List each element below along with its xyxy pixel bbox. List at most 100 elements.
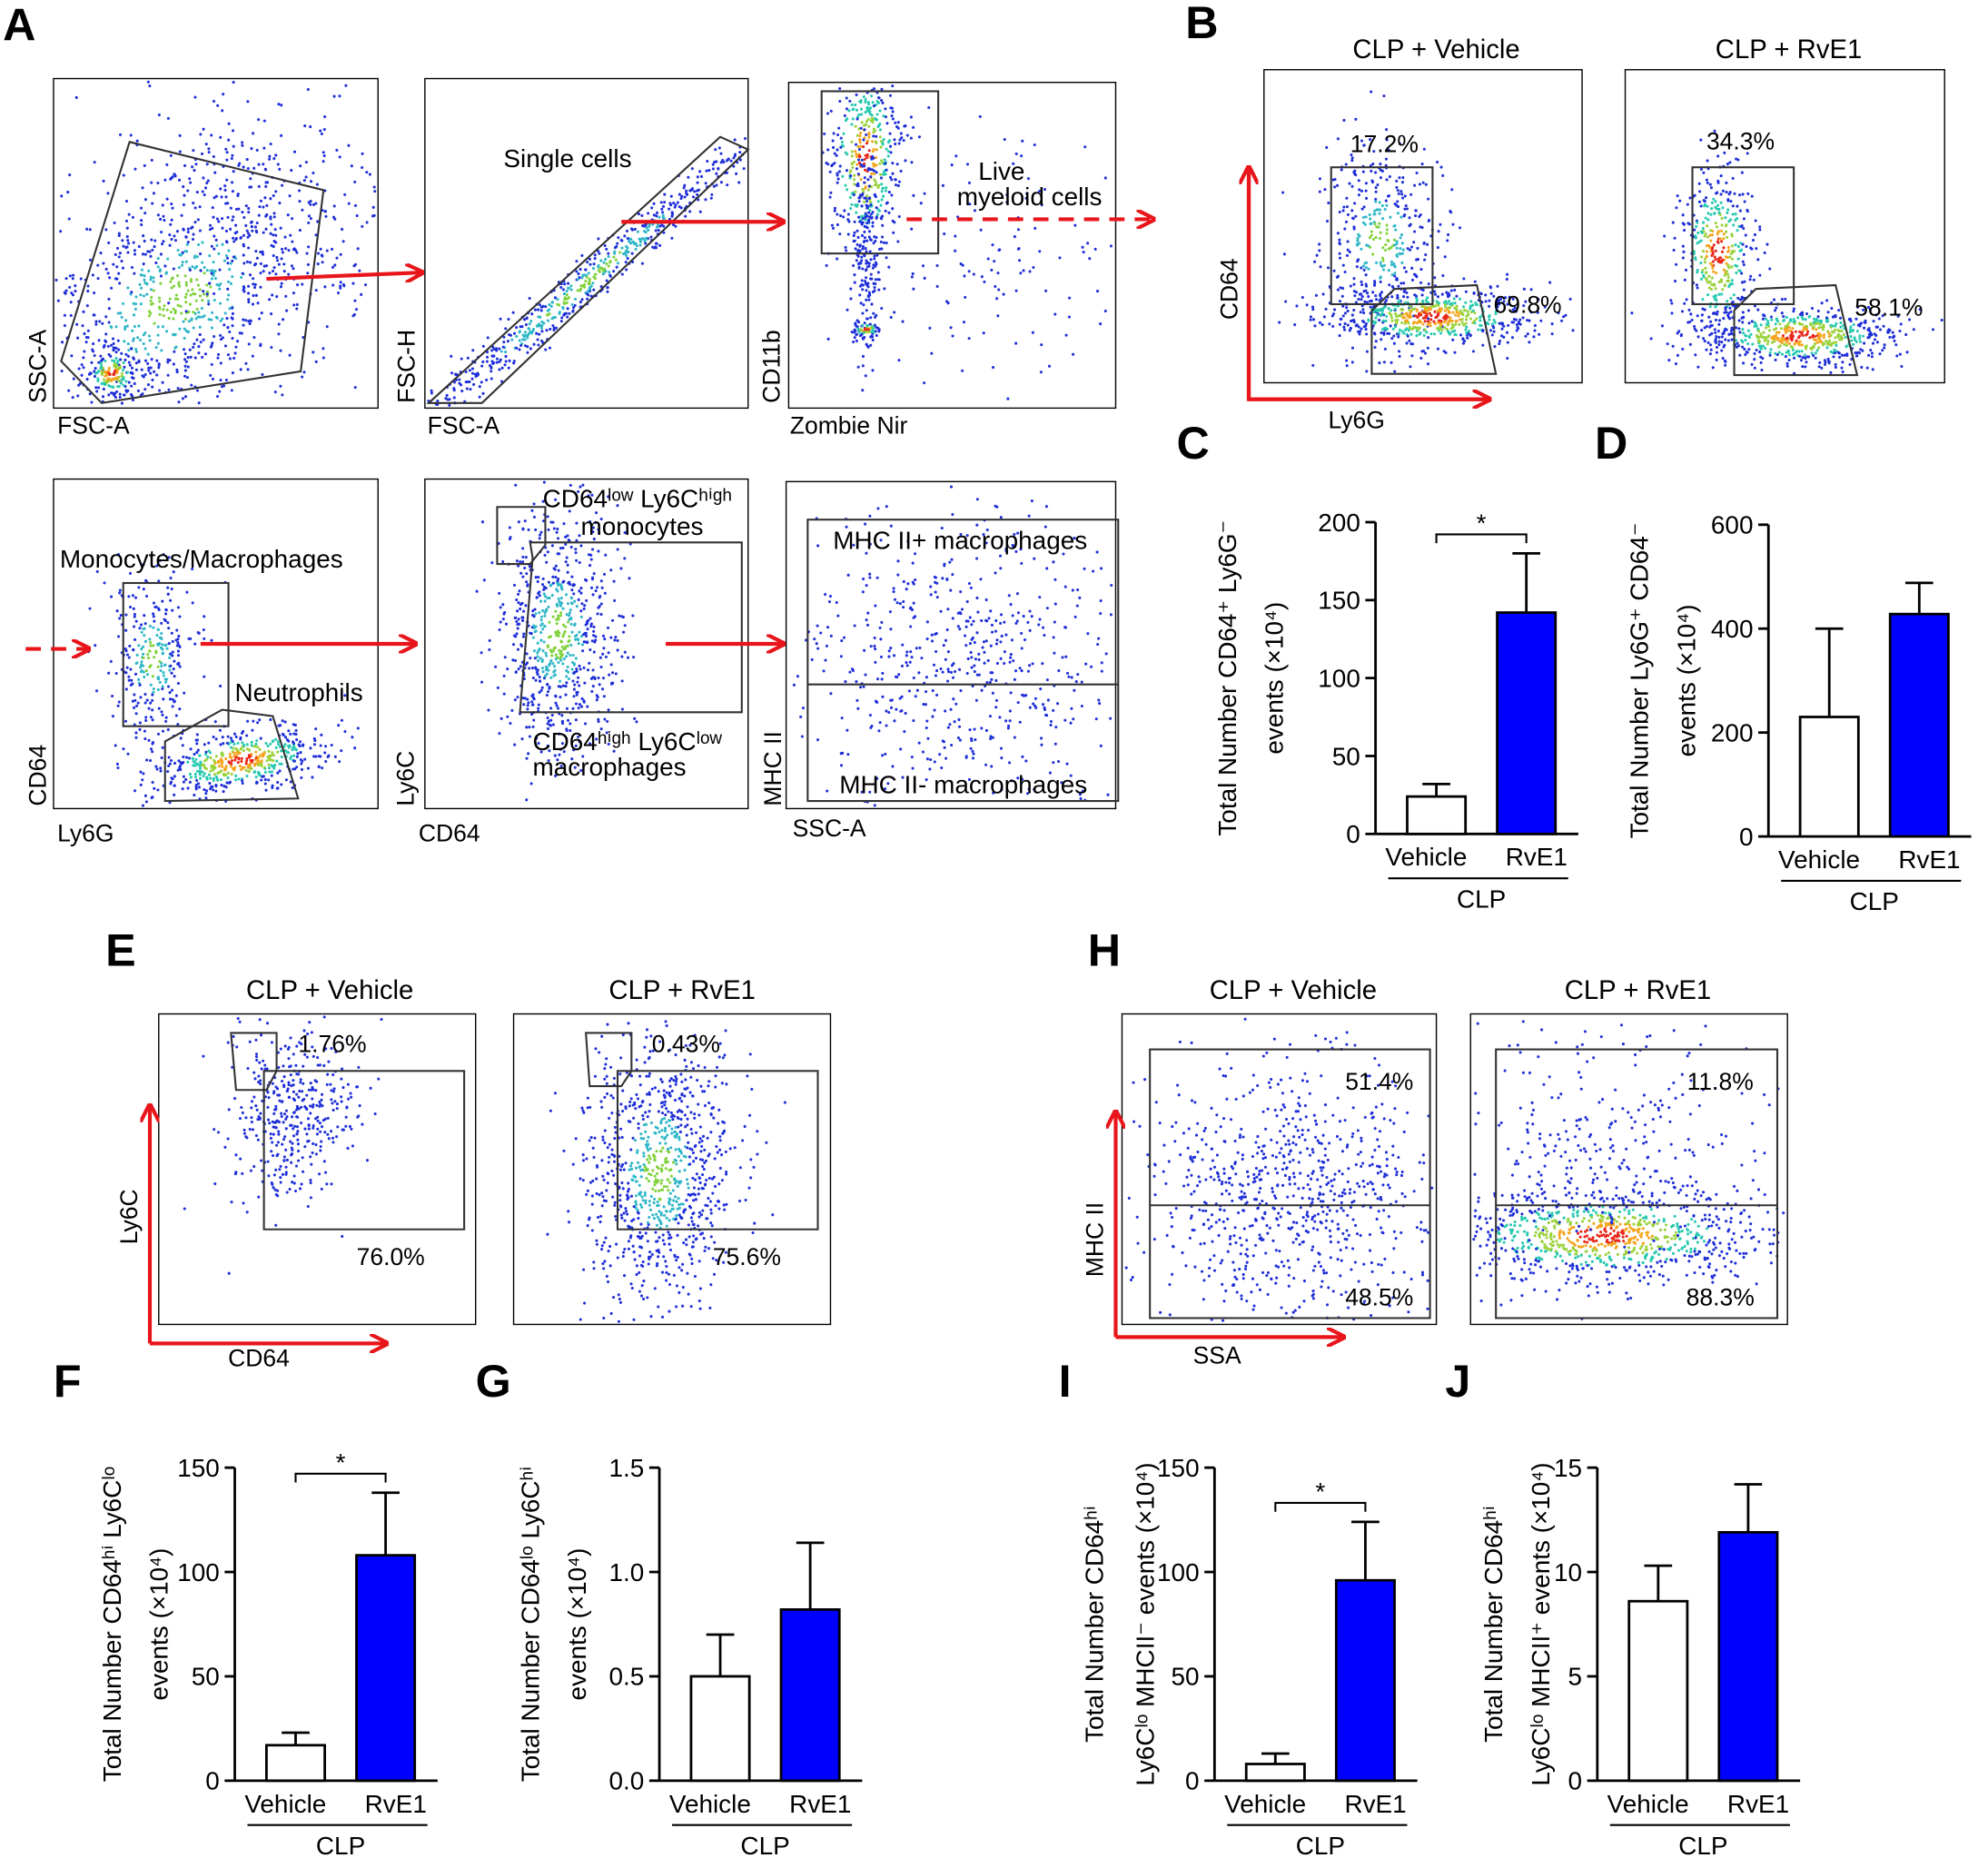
event xyxy=(1373,282,1377,285)
event xyxy=(892,589,895,594)
event xyxy=(121,239,124,242)
event xyxy=(86,284,90,288)
event xyxy=(252,335,256,340)
event xyxy=(575,690,579,694)
event xyxy=(638,243,642,247)
event xyxy=(175,628,179,632)
event xyxy=(1318,249,1321,252)
event xyxy=(865,276,868,280)
event xyxy=(605,247,608,251)
event xyxy=(183,395,188,399)
event xyxy=(172,307,175,311)
event xyxy=(262,163,265,166)
event xyxy=(596,696,599,699)
event xyxy=(123,340,126,343)
event xyxy=(863,164,866,168)
event xyxy=(269,217,272,221)
event xyxy=(156,788,160,792)
event xyxy=(490,365,493,369)
event xyxy=(84,341,88,344)
event xyxy=(860,158,864,162)
event xyxy=(982,640,986,644)
event xyxy=(176,297,180,301)
event xyxy=(307,245,311,249)
event xyxy=(881,101,885,104)
event xyxy=(199,776,203,780)
event xyxy=(246,719,250,723)
event xyxy=(854,321,857,325)
event xyxy=(984,728,988,732)
event xyxy=(203,787,206,792)
event xyxy=(264,227,268,231)
event xyxy=(519,571,523,575)
event xyxy=(524,323,528,327)
event xyxy=(546,645,549,649)
event xyxy=(673,205,677,209)
event xyxy=(849,297,853,301)
event xyxy=(219,187,223,191)
event xyxy=(886,154,890,158)
event xyxy=(1026,620,1030,624)
event xyxy=(872,331,875,334)
event xyxy=(1008,719,1012,723)
event xyxy=(1305,303,1309,307)
event xyxy=(482,578,486,582)
event xyxy=(122,301,125,305)
event xyxy=(574,548,578,551)
event xyxy=(108,276,112,280)
event xyxy=(984,598,988,602)
event xyxy=(272,193,275,198)
event xyxy=(191,567,194,571)
event xyxy=(68,173,72,177)
event xyxy=(70,354,74,358)
event xyxy=(934,590,937,594)
event xyxy=(693,190,697,193)
event xyxy=(630,252,634,255)
event xyxy=(143,634,146,637)
event xyxy=(1012,659,1015,663)
event xyxy=(1061,656,1064,659)
event xyxy=(237,207,241,211)
event xyxy=(186,231,190,234)
event xyxy=(868,322,872,326)
event xyxy=(698,170,702,173)
event xyxy=(139,770,143,774)
event xyxy=(816,647,820,650)
event xyxy=(690,167,694,171)
event xyxy=(171,654,174,657)
event xyxy=(220,385,223,389)
event xyxy=(983,661,986,665)
event xyxy=(94,367,97,371)
event xyxy=(1083,145,1087,149)
event xyxy=(1353,294,1357,298)
event xyxy=(912,601,915,605)
event xyxy=(1404,203,1408,208)
event xyxy=(874,239,877,242)
event xyxy=(249,177,252,181)
event xyxy=(846,308,849,311)
event xyxy=(1057,669,1061,673)
event xyxy=(252,277,255,281)
event xyxy=(1492,330,1496,333)
event xyxy=(1418,183,1421,186)
event xyxy=(996,314,1000,318)
event xyxy=(1370,169,1373,173)
event xyxy=(189,181,193,184)
event xyxy=(301,208,304,212)
event xyxy=(1400,261,1404,264)
event xyxy=(613,598,617,602)
event xyxy=(638,240,642,243)
event xyxy=(1371,252,1375,256)
event xyxy=(905,654,908,657)
event xyxy=(117,635,121,638)
event xyxy=(582,640,586,644)
event xyxy=(598,683,601,687)
event xyxy=(166,361,170,364)
event xyxy=(869,212,873,216)
event xyxy=(868,200,872,203)
event xyxy=(523,566,527,570)
event xyxy=(234,735,238,738)
event xyxy=(607,651,610,655)
event xyxy=(946,679,950,683)
